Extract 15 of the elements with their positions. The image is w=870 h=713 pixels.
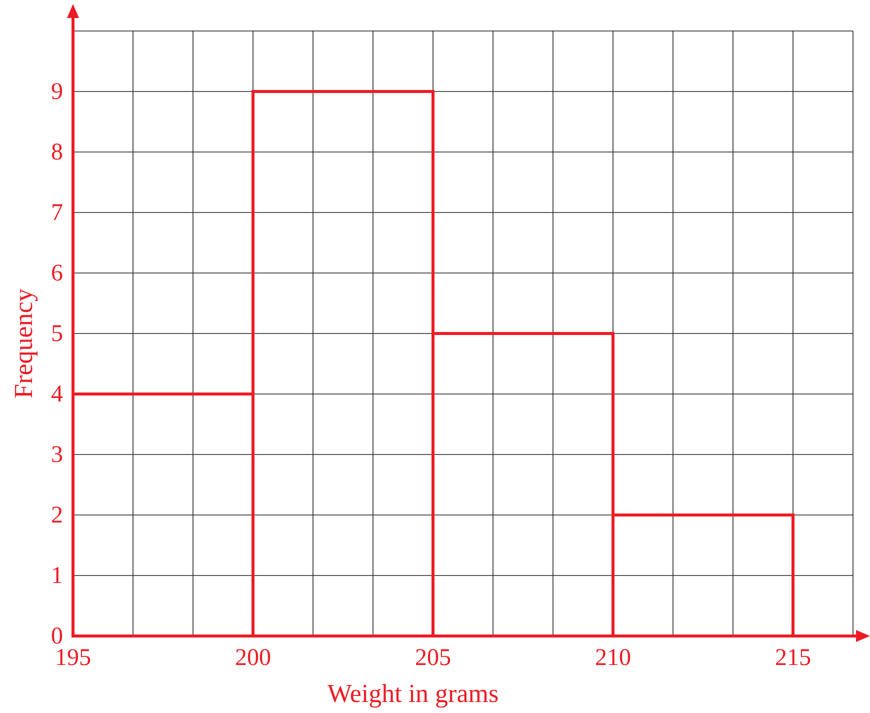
y-tick-label: 9	[51, 79, 63, 106]
y-tick-label: 2	[51, 502, 63, 529]
y-tick-label: 3	[51, 442, 63, 468]
x-axis-title: Weight in grams	[327, 679, 499, 708]
y-tick-label: 4	[51, 382, 63, 408]
y-tick-label: 6	[51, 260, 63, 287]
y-tick-label: 5	[51, 321, 63, 348]
y-axis-title: Frequency	[9, 288, 38, 398]
y-tick-label: 8	[51, 140, 63, 166]
x-tick-label: 210	[594, 645, 631, 672]
x-tick-label: 200	[234, 645, 271, 672]
y-tick-label: 1	[51, 563, 63, 590]
x-tick-label: 215	[774, 645, 811, 672]
y-tick-label: 7	[51, 200, 63, 226]
x-tick-label: 205	[414, 645, 451, 672]
